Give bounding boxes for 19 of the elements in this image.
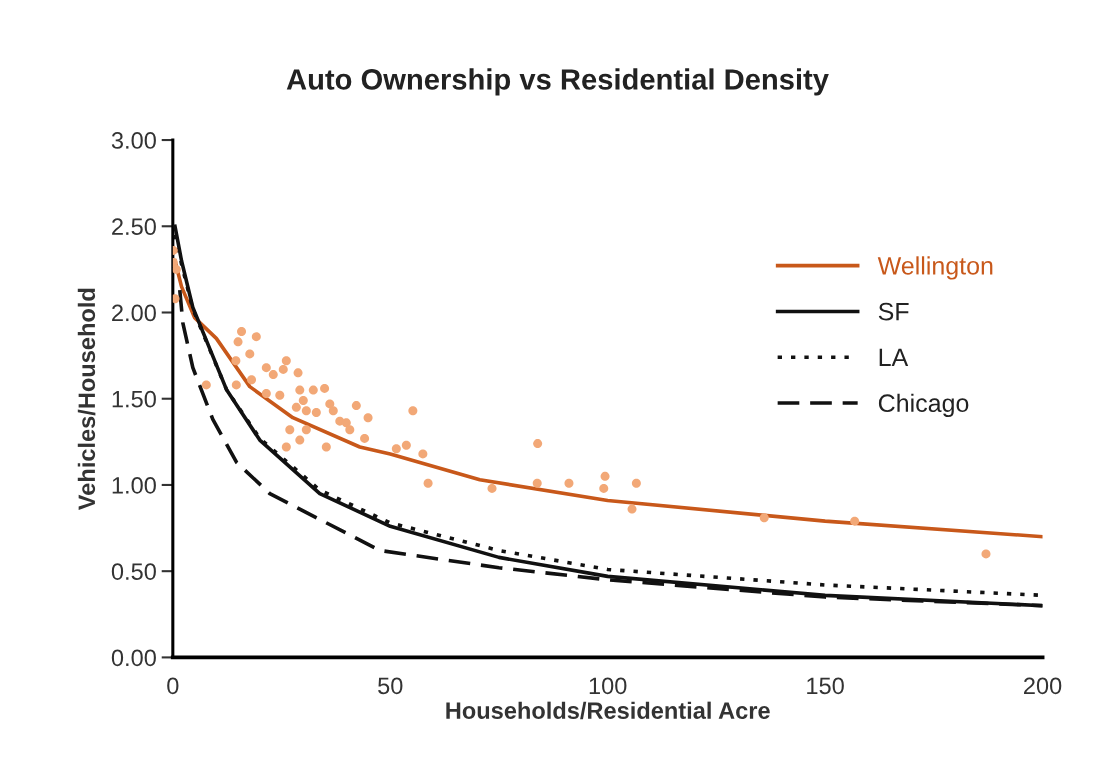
y-tick-label: 0.00 [111,649,156,667]
x-tick-label: 200 [1024,677,1062,695]
y-tick-label: 0.50 [111,563,156,580]
x-tick-label: 50 [378,677,403,695]
y-tick-label: 2.50 [112,218,156,236]
x-axis-title: Households/Residential Acre [446,701,770,720]
legend-label: Chicago [878,393,969,417]
legend-label: Wellington [877,256,993,280]
y-tick-label: 1.50 [112,390,156,408]
legend-label: SF [878,302,909,321]
y-tick-label: 3.00 [111,132,156,149]
x-tick-label: 100 [589,677,627,695]
x-tick-label: 0 [167,677,179,695]
legend-label: LA [879,348,909,367]
y-tick-label: 2.00 [112,304,156,322]
y-axis-title: Vehicles/Household [77,288,96,511]
x-tick-label: 150 [807,677,844,695]
y-tick-label: 1.00 [112,477,156,494]
chart-title: Auto Ownership vs Residential Density [286,68,829,96]
